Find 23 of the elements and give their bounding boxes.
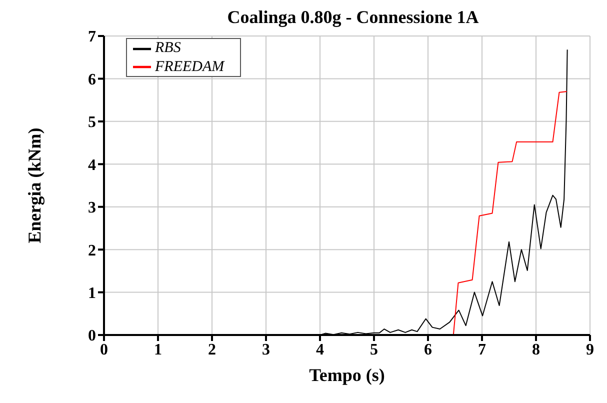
legend-label: RBS	[155, 40, 181, 56]
y-tick-label: 4	[88, 156, 96, 174]
y-tick-label: 3	[88, 200, 96, 217]
y-axis-title: Energia (kNm)	[24, 128, 44, 244]
x-tick-label: 3	[262, 341, 270, 358]
x-tick-label: 6	[424, 341, 432, 358]
x-tick-label: 1	[154, 341, 162, 358]
x-tick-label: 4	[316, 341, 324, 358]
legend-label: FREEDAM	[155, 58, 224, 75]
x-tick-label: 9	[586, 341, 594, 358]
y-tick-label: 1	[88, 284, 96, 302]
x-tick-label: 2	[208, 341, 216, 358]
y-tick-label: 2	[88, 242, 96, 260]
x-tick-label: 0	[100, 341, 108, 358]
x-tick-label: 8	[532, 341, 540, 358]
x-tick-label: 7	[478, 341, 486, 358]
y-tick-label: 6	[88, 71, 96, 88]
chart-title: Coalinga 0.80g - Connessione 1A	[226, 7, 480, 27]
x-tick-label: 5	[370, 341, 378, 358]
y-tick-label: 0	[88, 328, 96, 345]
y-tick-label: 5	[88, 114, 96, 132]
y-tick-label: 7	[88, 28, 96, 46]
x-axis-title: Tempo (s)	[309, 365, 385, 385]
